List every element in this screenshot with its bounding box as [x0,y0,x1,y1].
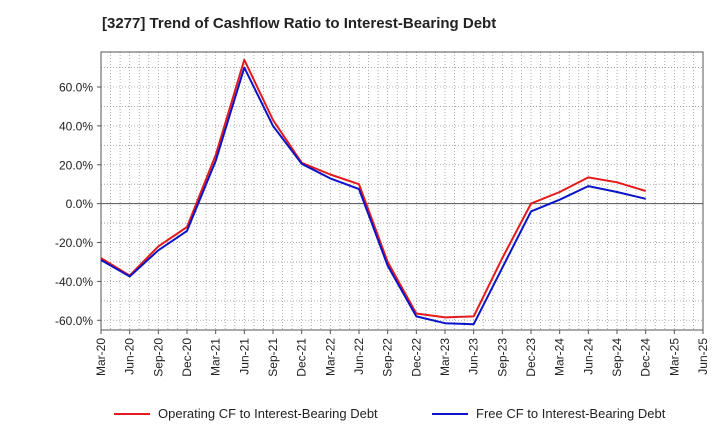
x-tick-label: Dec-20 [180,338,194,377]
legend-swatch-free-cf [432,412,468,415]
x-tick-label: Sep-21 [266,338,280,377]
x-tick-label: Mar-24 [553,338,567,376]
y-tick-label: -60.0% [55,314,93,328]
y-tick-label: 40.0% [59,119,93,133]
x-tick-label: Sep-22 [381,338,395,377]
y-tick-label: 60.0% [59,80,93,94]
x-tick-label: Sep-23 [495,338,509,377]
x-tick-label: Mar-23 [438,338,452,376]
x-tick-label: Sep-24 [610,338,624,377]
x-tick-label: Dec-21 [295,338,309,377]
legend-item-free-cf: Free CF to Interest-Bearing Debt [432,406,665,421]
x-tick-label: Dec-23 [524,338,538,377]
series-line-operating-cf [100,58,646,319]
x-tick-label: Dec-24 [639,338,653,377]
x-tick-label: Mar-25 [667,338,681,376]
x-tick-label: Dec-22 [409,338,423,377]
legend-swatch-operating-cf [114,412,150,415]
x-tick-label: Jun-22 [352,338,366,375]
x-tick-label: Jun-21 [237,338,251,375]
x-tick-label: Jun-24 [581,338,595,375]
series-line-free-cf [100,66,646,326]
x-tick-label: Mar-21 [209,338,223,376]
series-layer [100,58,646,326]
chart-title: [3277] Trend of Cashflow Ratio to Intere… [102,15,497,32]
x-tick-label: Jun-25 [696,338,710,375]
y-tick-label: 0.0% [66,197,94,211]
y-tick-label: -20.0% [55,236,93,250]
label-layer: -60.0% -40.0% -20.0% 0.0% 20.0% 40.0% 60.0% Mar… [55,80,710,376]
x-tick-label: Jun-20 [123,338,137,375]
axis-layer [97,51,704,334]
plot-frame [100,51,704,331]
x-tick-label: Sep-20 [151,338,165,377]
legend-label-free-cf: Free CF to Interest-Bearing Debt [476,406,666,421]
y-tick-label: -40.0% [55,275,93,289]
y-tick-label: 20.0% [59,158,93,172]
x-tick-label: Mar-22 [323,338,337,376]
legend-item-operating-cf: Operating CF to Interest-Bearing Debt [114,406,378,421]
x-tick-label: Jun-23 [467,338,481,375]
legend-label-operating-cf: Operating CF to Interest-Bearing Debt [158,406,378,421]
x-tick-label: Mar-20 [94,338,108,376]
